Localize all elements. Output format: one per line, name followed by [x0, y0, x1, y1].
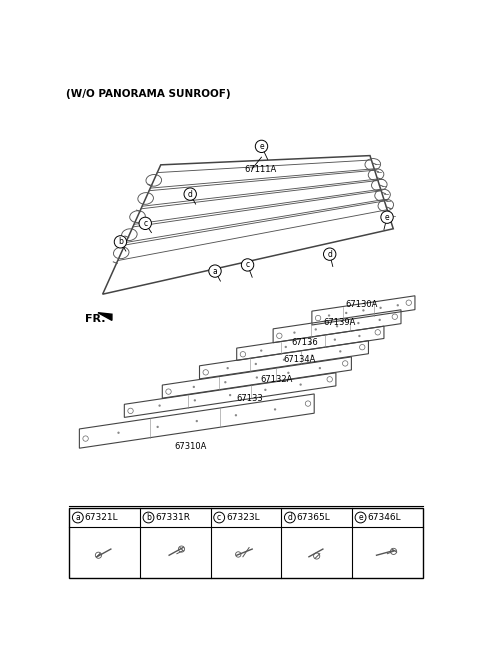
Text: 67365L: 67365L — [297, 513, 331, 522]
Circle shape — [274, 408, 276, 411]
Circle shape — [224, 381, 227, 383]
Circle shape — [260, 350, 263, 352]
Circle shape — [72, 512, 83, 523]
Circle shape — [264, 388, 266, 391]
Circle shape — [209, 265, 221, 277]
Circle shape — [227, 367, 229, 369]
Circle shape — [255, 363, 257, 365]
Text: 67321L: 67321L — [85, 513, 119, 522]
Text: (W/O PANORAMA SUNROOF): (W/O PANORAMA SUNROOF) — [66, 89, 231, 100]
Circle shape — [285, 512, 295, 523]
Text: d: d — [327, 250, 332, 259]
Circle shape — [256, 377, 258, 379]
Circle shape — [379, 319, 381, 321]
Circle shape — [156, 426, 159, 428]
Text: b: b — [146, 513, 151, 522]
Circle shape — [328, 314, 330, 316]
Circle shape — [255, 140, 268, 153]
Circle shape — [319, 367, 321, 369]
Circle shape — [293, 331, 296, 334]
Circle shape — [235, 414, 237, 417]
Circle shape — [229, 394, 231, 396]
Text: e: e — [385, 213, 389, 221]
Text: 67111A: 67111A — [244, 165, 276, 174]
Text: 67310A: 67310A — [175, 442, 207, 451]
Text: 67133: 67133 — [237, 394, 264, 403]
Circle shape — [324, 248, 336, 260]
Text: c: c — [217, 513, 221, 522]
Circle shape — [214, 512, 225, 523]
Circle shape — [339, 350, 341, 352]
Circle shape — [283, 358, 285, 361]
Circle shape — [334, 339, 336, 341]
Circle shape — [192, 386, 195, 388]
Polygon shape — [98, 312, 112, 320]
Text: 67331R: 67331R — [156, 513, 191, 522]
Circle shape — [300, 383, 302, 386]
Circle shape — [309, 342, 312, 345]
Circle shape — [241, 259, 254, 271]
Circle shape — [362, 309, 365, 312]
Circle shape — [314, 328, 317, 331]
Circle shape — [355, 512, 366, 523]
Circle shape — [184, 188, 196, 200]
Text: b: b — [118, 237, 123, 246]
Text: 67134A: 67134A — [283, 355, 315, 364]
Circle shape — [311, 354, 313, 357]
Text: 67139A: 67139A — [324, 318, 356, 328]
Circle shape — [117, 432, 120, 434]
Circle shape — [285, 346, 287, 348]
Circle shape — [336, 325, 338, 328]
Circle shape — [287, 371, 289, 374]
Text: 67346L: 67346L — [368, 513, 401, 522]
Text: d: d — [188, 189, 192, 198]
Circle shape — [345, 312, 348, 314]
Text: 67136: 67136 — [291, 337, 318, 346]
Circle shape — [194, 399, 196, 402]
Circle shape — [358, 335, 360, 337]
Text: e: e — [358, 513, 363, 522]
Circle shape — [196, 420, 198, 422]
Circle shape — [139, 217, 152, 229]
Circle shape — [381, 211, 393, 223]
Circle shape — [143, 512, 154, 523]
Circle shape — [158, 404, 161, 407]
Text: c: c — [245, 261, 250, 269]
Text: 67132A: 67132A — [260, 375, 292, 384]
Text: a: a — [213, 267, 217, 276]
Text: 67323L: 67323L — [226, 513, 260, 522]
Circle shape — [379, 307, 382, 309]
Text: a: a — [75, 513, 80, 522]
Circle shape — [114, 236, 127, 248]
Text: FR.: FR. — [85, 314, 105, 324]
Circle shape — [357, 322, 360, 324]
Circle shape — [396, 304, 399, 307]
Text: e: e — [259, 142, 264, 151]
Text: 67130A: 67130A — [345, 300, 378, 309]
Text: c: c — [143, 219, 147, 228]
Text: d: d — [288, 513, 292, 522]
